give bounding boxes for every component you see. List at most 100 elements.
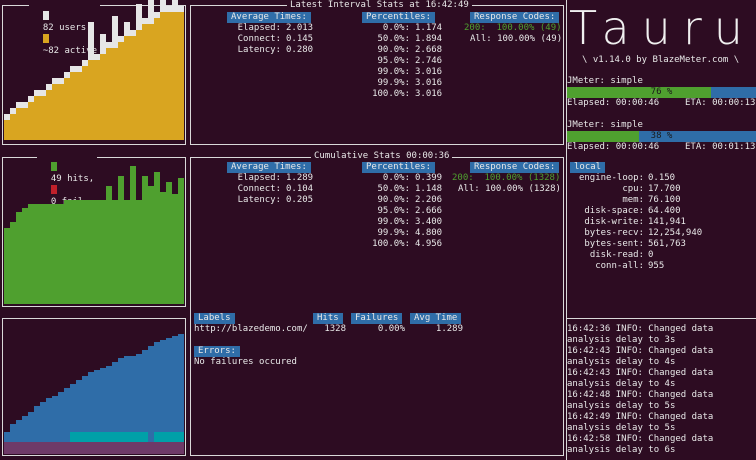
latency-graph-bar [76, 432, 82, 442]
latency-graph-bar [172, 336, 178, 454]
hits-graph-bar [178, 178, 184, 304]
stat-value: 2.746 [415, 56, 443, 66]
latency-graph-bar [166, 338, 172, 454]
errors-header: Errors: [194, 346, 240, 357]
latency-graph-bar [112, 362, 118, 454]
latency-graph-bar [52, 442, 58, 454]
stat-label: 100.0%: [372, 89, 410, 99]
hits-graph-bar [100, 200, 106, 304]
users-graph-bar [10, 108, 16, 114]
hits-graph-bar [46, 204, 52, 304]
users-graph-bar [178, 6, 184, 12]
users-graph-bar [124, 36, 130, 140]
latency-graph-bar [88, 372, 94, 454]
users-graph-bar [100, 34, 106, 54]
hits-graph-bar [52, 204, 58, 304]
latency-graph-bar [52, 432, 58, 442]
latency-graph-bar [76, 442, 82, 454]
hits-graph-bar [160, 192, 166, 304]
latency-graph-bar [64, 432, 70, 442]
users-graph-bar [112, 16, 118, 48]
users-chart [4, 0, 184, 140]
users-graph-bar [4, 114, 10, 120]
hits-graph-bar [4, 228, 10, 304]
latency-graph-bar [112, 432, 118, 442]
hits-graph-bar [148, 186, 154, 304]
metric-value: 955 [648, 261, 665, 271]
users-graph-bar [136, 4, 142, 30]
latency-graph-bar [94, 442, 100, 454]
latency-graph-bar [58, 442, 64, 454]
failures-column-header: Failures [351, 313, 403, 324]
stat-value: 0.280 [286, 45, 314, 55]
users-graph-bar [34, 90, 40, 96]
hits-count-label: 49 hits, [50, 174, 95, 184]
latency-graph-bar [34, 442, 40, 454]
stat-value: 3.016 [415, 67, 443, 77]
latency-graph-bar [94, 370, 100, 454]
latency-graph-bar [142, 350, 148, 454]
hits-graph-bar [118, 176, 124, 304]
users-graph-bar [10, 114, 16, 140]
users-graph-bar [34, 96, 40, 140]
interval-response-code-all: All: 100.00% (49) [470, 34, 563, 44]
users-graph-bar [118, 42, 124, 140]
latency-graph-bar [106, 366, 112, 454]
stat-label: 99.0%: [377, 67, 410, 77]
stat-label: 90.0%: [377, 45, 410, 55]
latency-graph-bar [160, 442, 166, 454]
hits-graph-bar [22, 208, 28, 304]
metric-label: cpu: [622, 184, 644, 194]
stat-label: 100.0%: [372, 239, 410, 249]
latency-graph-bar [46, 398, 52, 454]
latency-graph-bar [160, 340, 166, 454]
users-graph-bar [148, 24, 154, 140]
latency-graph-bar [40, 442, 46, 454]
users-graph-bar [16, 108, 22, 140]
stat-value: 3.016 [415, 78, 443, 88]
metric-label: disk-write: [584, 217, 644, 227]
stat-value: 2.206 [415, 195, 443, 205]
users-graph-bar [64, 72, 70, 78]
latency-graph-bar [46, 432, 52, 442]
latency-graph-bar [148, 432, 154, 442]
stat-value: 3.400 [415, 217, 443, 227]
latency-graph-bar [10, 432, 16, 442]
hits-graph-bar [172, 194, 178, 304]
latency-graph-bar [160, 432, 166, 442]
hits-graph-bar [40, 204, 46, 304]
metric-value: 17.700 [648, 184, 681, 194]
hits-graph-bar [16, 212, 22, 304]
latency-graph-bar [154, 442, 160, 454]
users-graph-bar [94, 54, 100, 60]
stat-label: 95.0%: [377, 206, 410, 216]
latency-graph-bar [82, 376, 88, 454]
users-color-swatch [42, 11, 49, 20]
latency-graph-bar [178, 334, 184, 454]
latency-graph-bar [82, 442, 88, 454]
stat-label: 99.0%: [377, 217, 410, 227]
users-graph-bar [58, 84, 64, 140]
users-graph-bar [178, 12, 184, 140]
eta-time: ETA: 00:01:13 [685, 142, 756, 152]
latency-graph-bar [58, 432, 64, 442]
hits-graph-bar [10, 222, 16, 304]
active-count-label: ~82 active [42, 46, 98, 56]
hits-graph-bar [136, 200, 142, 304]
stat-value: 1.289 [286, 173, 314, 183]
cumulative-avg-times-header: Average Times: [227, 162, 311, 173]
latency-graph-bar [118, 442, 124, 454]
latency-graph-bar [58, 392, 64, 454]
users-graph-bar [52, 78, 58, 84]
latency-graph-bar [34, 406, 40, 454]
hits-graph-bar [154, 172, 160, 304]
users-graph-bar [94, 60, 100, 140]
latency-graph-bar [10, 442, 16, 454]
stat-label: 99.9%: [377, 228, 410, 238]
stat-value: 2.666 [415, 206, 443, 216]
interval-avg-times-header: Average Times: [227, 12, 311, 23]
hits-graph-bar [112, 200, 118, 304]
latency-graph-bar [94, 432, 100, 442]
latency-graph-bar [136, 442, 142, 454]
hits-graph-bar [166, 182, 172, 304]
